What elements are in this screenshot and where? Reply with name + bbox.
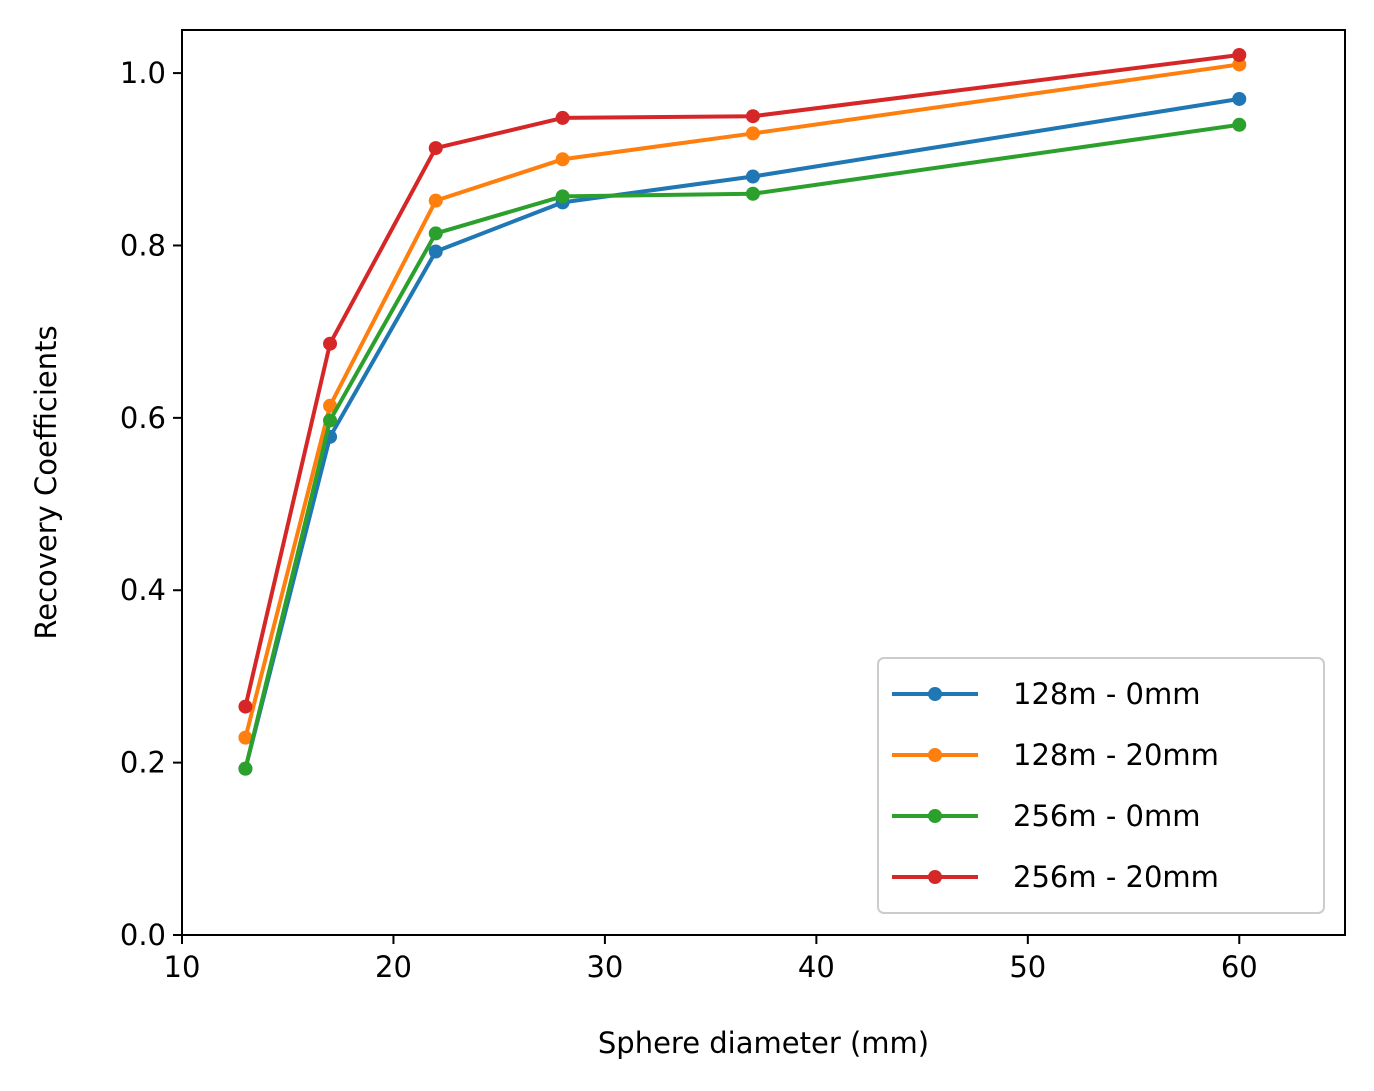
y-axis-ticks: 0.0 0.2 0.4 0.6 0.8 1.0: [120, 56, 182, 952]
y-tick-label: 1.0: [120, 56, 166, 90]
data-point: [428, 141, 443, 156]
x-axis-ticks: 10 20 30 40 50 60: [164, 935, 1258, 984]
y-tick-label: 0.6: [120, 401, 166, 435]
x-tick-label: 20: [375, 950, 412, 984]
y-tick-label: 0.8: [120, 228, 166, 262]
data-point: [323, 336, 338, 351]
y-tick-label: 0.2: [120, 746, 166, 780]
data-point: [238, 761, 253, 776]
legend: 128m - 0mm 128m - 20mm 256m - 0mm 256m - 20…: [877, 657, 1325, 914]
legend-label: 256m - 20mm: [1013, 860, 1219, 894]
series-layer: [238, 47, 1247, 776]
data-point: [1232, 117, 1247, 132]
series-2: [238, 117, 1247, 776]
data-point: [555, 110, 570, 125]
legend-swatch-marker: [928, 870, 942, 884]
data-point: [1232, 91, 1247, 106]
y-tick-label: 0.4: [120, 573, 166, 607]
data-point: [555, 152, 570, 167]
series-line: [243, 96, 1242, 772]
legend-item: 256m - 0mm: [892, 799, 1200, 833]
x-tick-label: 30: [586, 950, 623, 984]
x-tick-label: 40: [798, 950, 835, 984]
legend-item: 128m - 20mm: [892, 738, 1219, 772]
y-tick-label: 0.0: [120, 918, 166, 952]
x-axis-label: Sphere diameter (mm): [598, 1026, 929, 1060]
data-point: [323, 398, 338, 413]
data-point: [323, 413, 338, 428]
legend-box: [877, 657, 1325, 914]
series-line: [243, 52, 1242, 710]
data-point: [428, 244, 443, 259]
plot-area-frame: [181, 29, 1346, 936]
series-1: [238, 57, 1247, 745]
x-tick-label: 60: [1221, 950, 1258, 984]
series-line: [243, 122, 1242, 772]
legend-label: 128m - 20mm: [1013, 738, 1219, 772]
series-3: [238, 47, 1247, 714]
series-line: [243, 62, 1242, 741]
legend-swatch-marker: [928, 687, 942, 701]
data-point: [745, 186, 760, 201]
y-axis-label: Recovery Coefficients: [29, 325, 63, 639]
data-point: [428, 193, 443, 208]
data-point: [555, 189, 570, 204]
legend-item: 128m - 0mm: [892, 677, 1200, 711]
data-point: [428, 226, 443, 241]
data-point: [238, 699, 253, 714]
data-point: [745, 109, 760, 124]
legend-swatch-marker: [928, 809, 942, 823]
legend-label: 128m - 0mm: [1013, 677, 1200, 711]
legend-label: 256m - 0mm: [1013, 799, 1200, 833]
data-point: [745, 126, 760, 141]
data-point: [238, 730, 253, 745]
x-tick-label: 50: [1009, 950, 1046, 984]
x-tick-label: 10: [164, 950, 201, 984]
legend-swatch-marker: [928, 748, 942, 762]
data-point: [1232, 47, 1247, 62]
legend-item: 256m - 20mm: [892, 860, 1219, 894]
data-point: [745, 169, 760, 184]
